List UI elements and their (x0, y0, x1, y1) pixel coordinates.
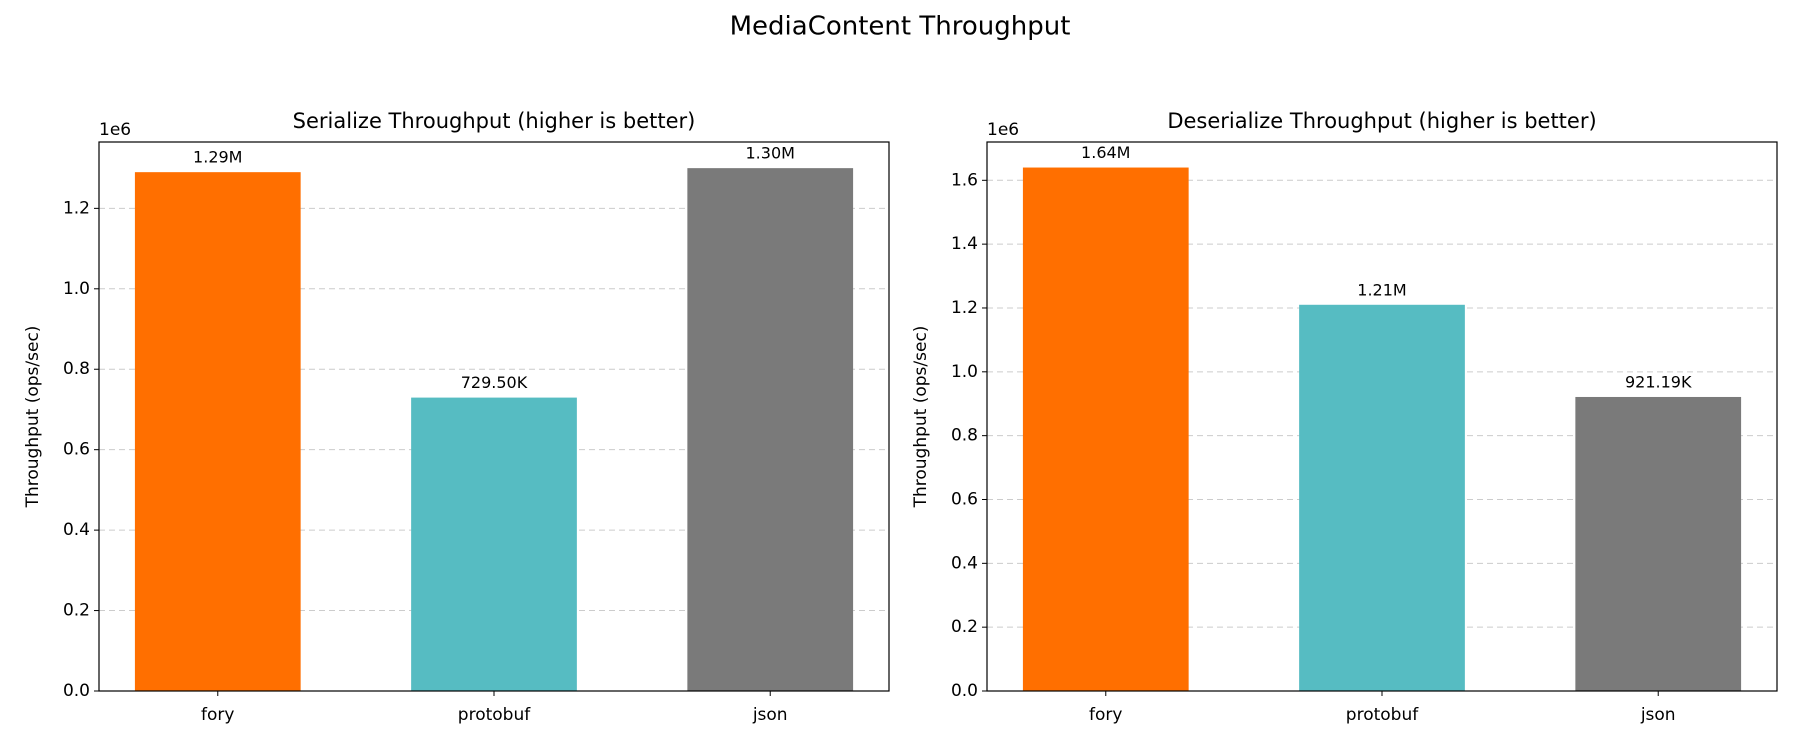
y-tick-label: 1.4 (951, 234, 978, 254)
axes-title: Serialize Throughput (higher is better) (293, 109, 696, 133)
axes-title: Deserialize Throughput (higher is better… (1167, 109, 1596, 133)
value-label: 729.50K (461, 373, 528, 392)
value-label: 1.64M (1081, 143, 1130, 162)
bar (1022, 167, 1189, 691)
value-label: 1.21M (1357, 280, 1406, 299)
bar (411, 397, 577, 691)
y-tick-label: 0.2 (951, 617, 978, 637)
axes-frame (986, 141, 1778, 692)
y-tick-label: 0.8 (951, 426, 978, 446)
y-tick-label: 1.6 (951, 170, 978, 190)
value-label: 1.29M (193, 148, 242, 167)
y-tick-label: 1.2 (63, 198, 90, 218)
axes-frame (98, 141, 890, 692)
y-tick-label: 0.0 (951, 681, 978, 701)
y-tick-label: 1.0 (63, 279, 90, 299)
x-tick-label: fory (1089, 705, 1122, 725)
y-tick-label: 0.6 (63, 440, 90, 460)
y-tick-label: 1.0 (951, 362, 978, 382)
y-axis-label: Throughput (ops/sec) (911, 326, 931, 509)
x-tick-label: protobuf (458, 705, 531, 725)
bar (687, 168, 854, 692)
x-tick-label: json (752, 705, 788, 725)
bar (1575, 396, 1742, 691)
x-tick-label: protobuf (1346, 705, 1419, 725)
figure-title: MediaContent Throughput (730, 12, 1071, 42)
x-tick-label: json (1640, 705, 1676, 725)
y-tick-label: 0.6 (951, 489, 978, 509)
y-tick-label: 0.4 (951, 553, 978, 573)
bar (134, 172, 301, 691)
y-tick-label: 0.8 (63, 359, 90, 379)
value-label: 1.30M (746, 144, 795, 163)
y-offset-label: 1e6 (99, 120, 131, 140)
x-tick-label: fory (201, 705, 234, 725)
y-tick-label: 1.2 (951, 298, 978, 318)
bar (1299, 304, 1465, 691)
y-tick-label: 0.4 (63, 520, 90, 540)
y-axis-label: Throughput (ops/sec) (23, 326, 43, 509)
y-tick-label: 0.0 (63, 681, 90, 701)
y-tick-label: 0.2 (63, 601, 90, 621)
y-offset-label: 1e6 (987, 120, 1019, 140)
value-label: 921.19K (1625, 372, 1692, 391)
